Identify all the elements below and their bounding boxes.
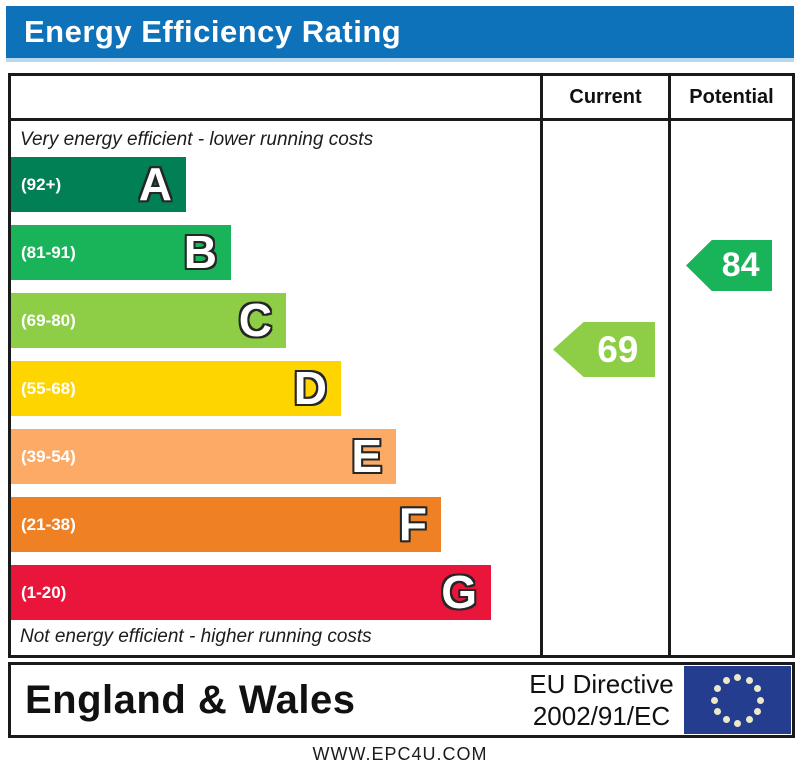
column-divider-potential xyxy=(668,76,671,655)
band-range-label-E: (39-54) xyxy=(21,447,76,466)
band-range-label-D: (55-68) xyxy=(21,379,76,398)
column-header-potential: Potential xyxy=(689,86,774,108)
band-letter-G: G xyxy=(441,566,477,618)
eu-flag-star xyxy=(734,719,741,727)
band-bar-A: (92+) A xyxy=(11,157,186,212)
band-letter-F: F xyxy=(398,498,427,550)
header-divider-line xyxy=(11,118,792,121)
band-range-label-F: (21-38) xyxy=(21,515,76,534)
potential-rating-arrow: 84 xyxy=(686,240,772,291)
eu-directive-line1: EU Directive xyxy=(529,669,674,699)
eu-flag-star xyxy=(753,685,761,692)
band-bar-D: (55-68) D xyxy=(11,361,341,416)
eu-flag-star xyxy=(711,696,718,704)
column-divider-current xyxy=(540,76,543,655)
eu-flag-star xyxy=(714,708,722,715)
column-header-current: Current xyxy=(569,86,642,108)
eu-flag-star xyxy=(734,673,741,681)
potential-rating-value: 84 xyxy=(721,246,760,284)
band-range-label-A: (92+) xyxy=(21,175,62,194)
region-label: England & Wales xyxy=(25,678,356,722)
eu-flag-icon xyxy=(684,666,791,734)
current-rating-value: 69 xyxy=(597,329,639,370)
eu-flag-star xyxy=(745,676,753,684)
note-very-efficient: Very energy efficient - lower running co… xyxy=(20,129,374,150)
band-range-label-B: (81-91) xyxy=(21,243,76,262)
rating-table: Current Potential Very energy efficient … xyxy=(8,73,795,658)
band-bar-F: (21-38) F xyxy=(11,497,441,552)
eu-flag-star xyxy=(722,716,730,724)
band-bar-C: (69-80) C xyxy=(11,293,286,348)
title-underline-strip xyxy=(6,58,794,62)
band-range-label-G: (1-20) xyxy=(21,583,67,602)
band-bar-G: (1-20) G xyxy=(11,565,491,620)
band-letter-B: B xyxy=(183,226,217,278)
band-letter-A: A xyxy=(138,158,172,210)
current-rating-arrow: 69 xyxy=(553,322,655,377)
eu-flag-star xyxy=(745,716,753,724)
eu-flag-star xyxy=(757,696,764,704)
eu-flag-star xyxy=(722,676,730,684)
eu-flag-star xyxy=(714,685,722,692)
band-bar-B: (81-91) B xyxy=(11,225,231,280)
band-letter-D: D xyxy=(293,362,327,414)
band-letter-E: E xyxy=(351,430,382,482)
eu-directive-label: EU Directive 2002/91/EC xyxy=(519,668,684,732)
page-title: Energy Efficiency Rating xyxy=(6,6,794,58)
band-letter-C: C xyxy=(238,294,272,346)
note-not-efficient: Not energy efficient - higher running co… xyxy=(20,626,372,647)
band-range-label-C: (69-80) xyxy=(21,311,76,330)
eu-flag-star xyxy=(753,708,761,715)
footer: England & Wales EU Directive 2002/91/EC xyxy=(8,662,795,738)
website-url: WWW.EPC4U.COM xyxy=(312,744,488,764)
eu-directive-line2: 2002/91/EC xyxy=(532,701,671,731)
band-bar-E: (39-54) E xyxy=(11,429,396,484)
